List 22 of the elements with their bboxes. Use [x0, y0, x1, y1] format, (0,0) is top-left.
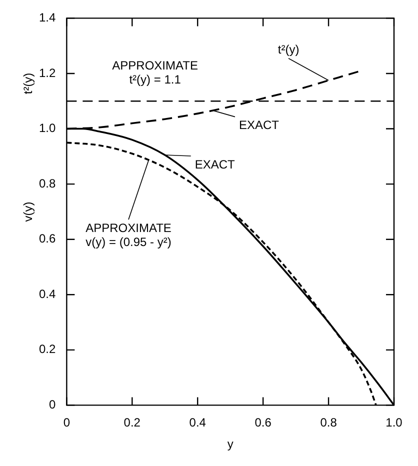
ref-line-label: APPROXIMATE t²(y) = 1.1: [112, 58, 198, 86]
x-tick-label: 0.2: [124, 416, 141, 430]
y-axis-title: v(y): [20, 202, 35, 222]
y-tick-label: 0.6: [38, 232, 56, 246]
x-axis-title: y: [227, 437, 234, 452]
y-tick-label: 0.2: [38, 342, 56, 356]
x-tick-label: 0.8: [320, 416, 338, 430]
x-tick-label: 0.4: [189, 416, 206, 430]
y-tick-label: 0.4: [38, 286, 56, 301]
x-tick-label: 1.0: [386, 416, 403, 430]
annotation: EXACT: [194, 157, 236, 172]
annotation: APPROXIMATE v(y) = (0.95 - y²): [86, 220, 172, 249]
text: t²(y): [20, 72, 35, 94]
y-tick-label: 0: [48, 398, 56, 412]
x-tick-label: 0: [63, 416, 70, 430]
y-tick-label: 1.0: [38, 121, 56, 136]
annotation: EXACT: [238, 118, 280, 132]
x-tick-label: 0.6: [254, 416, 272, 430]
annotation: t²(y): [278, 42, 300, 57]
y-tick-label: 1.2: [38, 66, 56, 80]
y-tick-label: 1.4: [38, 10, 56, 25]
y-tick-label: 0.8: [38, 176, 56, 190]
